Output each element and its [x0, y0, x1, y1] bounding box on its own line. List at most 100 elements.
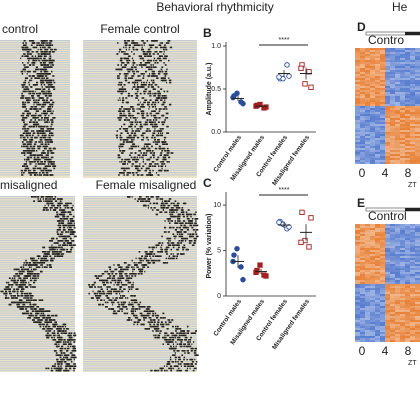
actogram-activity	[32, 97, 35, 99]
actogram-light	[83, 147, 197, 149]
heatmap-cell	[360, 158, 365, 160]
actogram-activity	[104, 279, 107, 282]
actogram-activity	[42, 317, 45, 319]
actogram-activity	[29, 317, 31, 319]
actogram-activity	[30, 106, 33, 108]
actogram-activity	[60, 200, 62, 202]
actogram-light	[0, 66, 70, 68]
actogram-activity	[162, 108, 166, 110]
actogram-activity	[46, 48, 49, 51]
heatmap-cell	[360, 224, 365, 226]
heatmap-cell	[415, 242, 420, 244]
heatmap-cell	[365, 146, 370, 148]
heatmap-cell	[375, 232, 380, 234]
actogram-activity	[51, 86, 55, 88]
actogram-activity	[41, 75, 44, 77]
actogram-activity	[179, 233, 181, 235]
heatmap-cell	[360, 236, 365, 238]
actogram-activity	[64, 341, 67, 343]
actogram-activity	[126, 167, 129, 170]
actogram-activity	[40, 125, 43, 128]
actogram-activity	[52, 253, 54, 255]
actogram-activity	[137, 75, 139, 77]
actogram-activity	[153, 334, 155, 337]
actogram-activity	[124, 119, 127, 121]
heatmap-cell	[355, 120, 360, 122]
actogram-activity	[68, 244, 71, 246]
actogram-activity	[168, 237, 172, 240]
actogram-activity	[48, 330, 50, 332]
actogram-activity	[64, 237, 67, 240]
heatmap-cell	[380, 152, 385, 154]
actogram-activity	[46, 165, 49, 167]
actogram-activity	[66, 350, 68, 352]
actogram-activity	[140, 73, 144, 75]
actogram-activity	[45, 70, 48, 73]
actogram-activity	[122, 270, 124, 273]
heatmap-cell	[385, 48, 390, 50]
actogram-activity	[13, 288, 16, 290]
actogram-activity	[28, 292, 31, 295]
actogram-activity	[174, 361, 177, 363]
actogram-activity	[161, 202, 164, 205]
heatmap-cell	[360, 96, 365, 98]
heatmap-cell	[415, 76, 420, 78]
actogram-activity	[178, 240, 180, 242]
actogram-activity	[9, 290, 11, 293]
actogram-activity	[35, 121, 38, 123]
actogram-activity	[136, 81, 139, 84]
heatmap-cell	[370, 118, 375, 120]
actogram-activity	[46, 101, 49, 104]
actogram-activity	[119, 128, 122, 130]
actogram-activity	[30, 264, 34, 266]
actogram-activity	[183, 231, 187, 233]
heatmap-cell	[390, 224, 395, 226]
heatmap-cell	[400, 240, 405, 242]
actogram-activity	[23, 275, 27, 277]
actogram-activity	[9, 292, 12, 295]
actogram-activity	[174, 237, 176, 240]
actogram-activity	[141, 40, 144, 42]
actogram-activity	[155, 40, 158, 42]
actogram-activity	[177, 207, 181, 209]
heatmap-cell	[355, 114, 360, 116]
actogram-activity	[154, 328, 157, 330]
heatmap-cell	[365, 152, 370, 154]
heatmap-cell	[410, 154, 415, 156]
actogram-activity	[182, 248, 185, 251]
actogram-activity	[117, 156, 121, 159]
actogram-activity	[38, 266, 41, 268]
actogram-activity	[131, 42, 134, 44]
actogram-activity	[187, 343, 190, 345]
actogram-activity	[160, 321, 163, 323]
actogram-activity	[156, 213, 158, 216]
heatmap-cell	[400, 110, 405, 112]
heatmap-cell	[400, 108, 405, 110]
heatmap-cell	[405, 84, 410, 86]
actogram-activity	[127, 281, 131, 284]
heatmap-cell	[390, 54, 395, 56]
actogram-activity	[66, 215, 69, 218]
actogram-activity	[47, 161, 49, 163]
actogram-activity	[68, 226, 71, 229]
heatmap-cell	[380, 120, 385, 122]
actogram-activity	[141, 147, 144, 150]
heatmap-cell	[375, 80, 380, 82]
actogram-activity	[167, 323, 170, 326]
heatmap-cell	[355, 234, 360, 236]
actogram-activity	[176, 242, 180, 244]
heatmap-cell	[365, 236, 370, 238]
heatmap-cell	[400, 160, 405, 162]
actogram-activity	[56, 211, 58, 213]
heatmap-cell	[365, 70, 370, 72]
heatmap-cell	[380, 88, 385, 90]
heatmap-cell	[395, 138, 400, 140]
actogram-activity	[63, 352, 66, 354]
actogram-activity	[30, 312, 33, 315]
actogram-activity	[179, 363, 181, 365]
actogram-activity	[188, 242, 192, 244]
heatmap-cell	[360, 128, 365, 130]
actogram-activity	[49, 207, 53, 209]
heatmap-cell	[385, 54, 390, 56]
heatmap-cell	[390, 152, 395, 154]
